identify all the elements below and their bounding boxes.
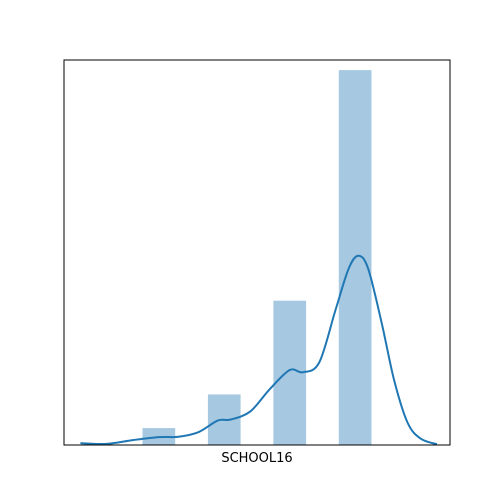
plot-background xyxy=(64,60,450,445)
plot-frame xyxy=(63,59,451,446)
x-axis-label: SCHOOL16 xyxy=(221,451,292,466)
kde-line xyxy=(80,254,438,446)
